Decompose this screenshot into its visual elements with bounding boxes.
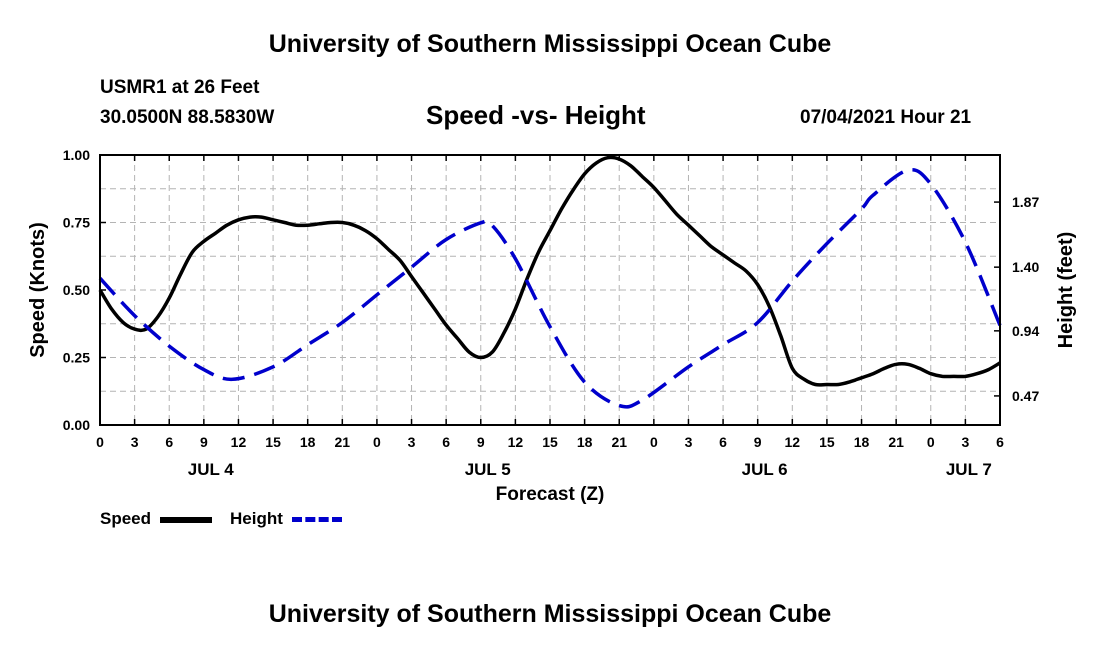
y-axis-label-left: Speed (Knots) — [27, 222, 49, 358]
x-tick-label: 3 — [408, 434, 416, 450]
x-tick-label: 18 — [577, 434, 593, 450]
x-tick-label: 6 — [442, 434, 450, 450]
y-tick-label: 0.75 — [63, 215, 90, 231]
x-tick-label: 15 — [819, 434, 835, 450]
x-tick-label: 18 — [300, 434, 316, 450]
x-tick-label: 15 — [542, 434, 558, 450]
x-axis-label: Forecast (Z) — [496, 484, 605, 505]
x-tick-label: 6 — [996, 434, 1004, 450]
x-tick-label: 12 — [231, 434, 247, 450]
y-tick-label: 0.00 — [63, 417, 90, 433]
x-tick-label: 3 — [961, 434, 969, 450]
x-tick-label: 12 — [785, 434, 801, 450]
y-axis-label-right: Height (feet) — [1055, 232, 1077, 349]
x-tick-label: 21 — [335, 434, 351, 450]
y-tick-label: 0.25 — [63, 350, 90, 366]
axis-ticks: 0 3 6 9 12 15 18 21 0 3 6 9 12 15 18 21 0 3 6 9 12 15 18 21 0 3 6J… — [63, 147, 1040, 479]
x-tick-label: 3 — [131, 434, 139, 450]
speed-series-line — [98, 155, 1001, 387]
day-label: JUL 4 — [188, 460, 235, 479]
x-tick-label: 15 — [265, 434, 281, 450]
height-series-line — [98, 168, 1002, 409]
station-coordinates: 30.0500N 88.5830W — [100, 107, 275, 128]
x-tick-label: 0 — [96, 434, 104, 450]
chart-title-top: University of Southern Mississippi Ocean… — [268, 30, 832, 58]
x-tick-label: 0 — [650, 434, 658, 450]
y-tick-label: 0.50 — [63, 282, 90, 298]
day-label: JUL 5 — [465, 460, 511, 479]
y2-tick-label: 0.94 — [1012, 323, 1039, 339]
x-tick-label: 0 — [373, 434, 381, 450]
x-tick-label: 21 — [888, 434, 904, 450]
day-label: JUL 6 — [742, 460, 788, 479]
x-tick-label: 9 — [200, 434, 208, 450]
y2-tick-label: 1.40 — [1012, 259, 1039, 275]
station-label: USMR1 at 26 Feet — [100, 77, 260, 98]
y-tick-label: 1.00 — [63, 147, 90, 163]
chart-subtitle: Speed -vs- Height — [426, 100, 646, 130]
x-tick-label: 3 — [685, 434, 693, 450]
x-tick-label: 12 — [508, 434, 524, 450]
chart-title-bottom: University of Southern Mississippi Ocean… — [268, 600, 832, 628]
x-tick-label: 18 — [854, 434, 870, 450]
x-tick-label: 6 — [165, 434, 173, 450]
legend-speed-label: Speed — [100, 509, 152, 528]
legend-height-swatch — [292, 517, 342, 522]
x-tick-label: 9 — [477, 434, 485, 450]
x-tick-label: 9 — [754, 434, 762, 450]
x-tick-label: 21 — [611, 434, 627, 450]
y2-tick-label: 0.47 — [1012, 388, 1039, 404]
grid-lines — [100, 155, 1000, 425]
series-lines — [98, 155, 1002, 409]
y2-tick-label: 1.87 — [1012, 194, 1039, 210]
x-tick-label: 0 — [927, 434, 935, 450]
x-tick-label: 6 — [719, 434, 727, 450]
legend-speed-swatch — [160, 517, 212, 523]
day-label: JUL 7 — [946, 460, 992, 479]
legend-height-label: Height — [230, 509, 283, 528]
forecast-datetime: 07/04/2021 Hour 21 — [800, 107, 972, 128]
